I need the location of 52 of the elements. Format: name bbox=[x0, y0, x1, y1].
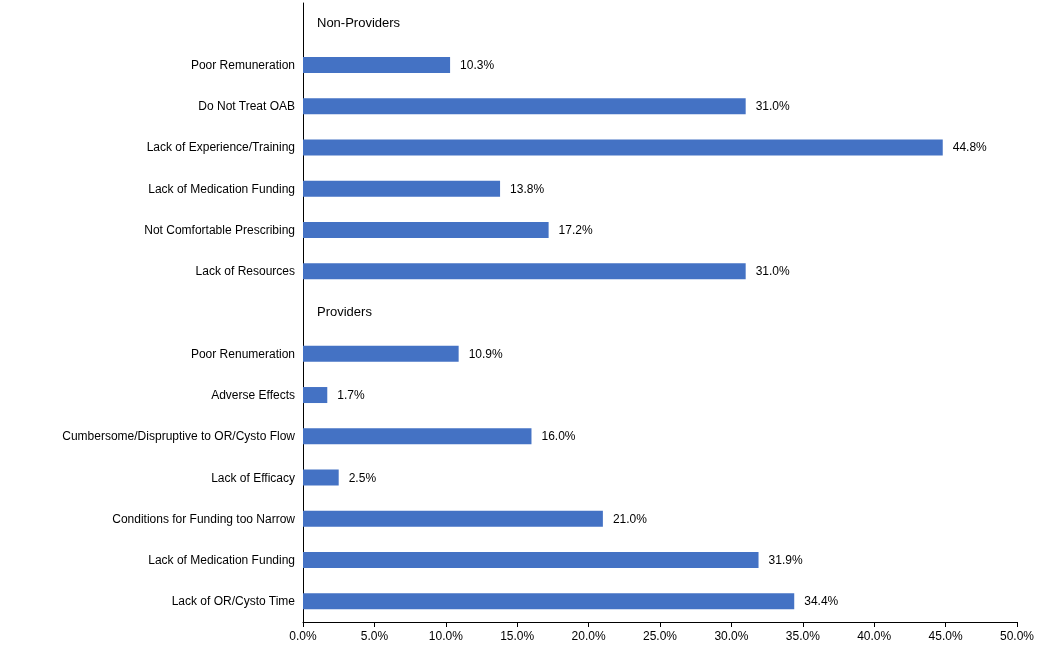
x-tick-label: 10.0% bbox=[428, 629, 464, 643]
y-tick-label: Non-Providers bbox=[317, 14, 401, 30]
y-tick-label: Lack of Experience/Training bbox=[146, 140, 295, 155]
bar bbox=[303, 221, 549, 238]
data-label: 16.0% bbox=[541, 429, 576, 444]
y-tick-label: Poor Remuneration bbox=[190, 57, 295, 72]
bar bbox=[303, 139, 943, 156]
y-tick-label: Conditions for Funding too Narrow bbox=[112, 511, 296, 526]
data-label: 31.0% bbox=[755, 264, 791, 279]
data-label: 17.2% bbox=[558, 222, 593, 237]
bar bbox=[303, 345, 459, 362]
data-label: 10.9% bbox=[468, 346, 504, 361]
bar bbox=[303, 469, 339, 486]
y-tick-label: Do Not Treat OAB bbox=[198, 99, 295, 114]
x-tick-label: 30.0% bbox=[714, 629, 749, 643]
bar bbox=[303, 593, 795, 610]
y-tick-label: Poor Renumeration bbox=[190, 346, 295, 361]
x-tick-label: 25.0% bbox=[642, 629, 678, 643]
x-tick-label: 45.0% bbox=[928, 629, 963, 643]
data-label: 13.8% bbox=[510, 181, 545, 196]
y-tick-label: Cumbersome/Dispruptive to OR/Cysto Flow bbox=[62, 429, 296, 444]
bar bbox=[303, 263, 746, 280]
bar bbox=[303, 510, 603, 527]
data-label: 44.8% bbox=[952, 140, 988, 155]
bar bbox=[303, 56, 451, 73]
bar bbox=[303, 387, 328, 404]
bar bbox=[303, 98, 746, 115]
y-tick-label: Lack of Medication Funding bbox=[148, 553, 295, 568]
data-label: 2.5% bbox=[348, 470, 377, 485]
y-tick-label: Lack of OR/Cysto Time bbox=[171, 594, 296, 609]
data-label: 31.0% bbox=[755, 99, 791, 114]
y-tick-label: Lack of Efficacy bbox=[211, 470, 295, 485]
bar bbox=[303, 552, 759, 569]
y-tick-label: Lack of Resources bbox=[195, 264, 295, 279]
y-tick-label: Not Comfortable Prescribing bbox=[144, 222, 295, 237]
x-tick-label: 20.0% bbox=[571, 629, 606, 643]
x-tick-label: 15.0% bbox=[500, 629, 535, 643]
data-label: 21.0% bbox=[612, 511, 648, 526]
y-tick-label: Adverse Effects bbox=[211, 388, 295, 403]
bar bbox=[303, 180, 501, 197]
x-tick-label: 40.0% bbox=[857, 629, 892, 643]
data-label: 34.4% bbox=[804, 594, 839, 609]
bar bbox=[303, 428, 532, 445]
data-label: 1.7% bbox=[337, 388, 365, 403]
y-tick-label: Providers bbox=[317, 303, 373, 319]
data-label: 31.9% bbox=[768, 553, 803, 568]
x-tick-label: 5.0% bbox=[360, 629, 389, 643]
x-tick-label: 0.0% bbox=[289, 629, 317, 643]
x-tick-label: 35.0% bbox=[785, 629, 821, 643]
data-label: 10.3% bbox=[460, 57, 495, 72]
x-tick-label: 50.0% bbox=[999, 629, 1035, 643]
y-tick-label: Lack of Medication Funding bbox=[148, 181, 295, 196]
